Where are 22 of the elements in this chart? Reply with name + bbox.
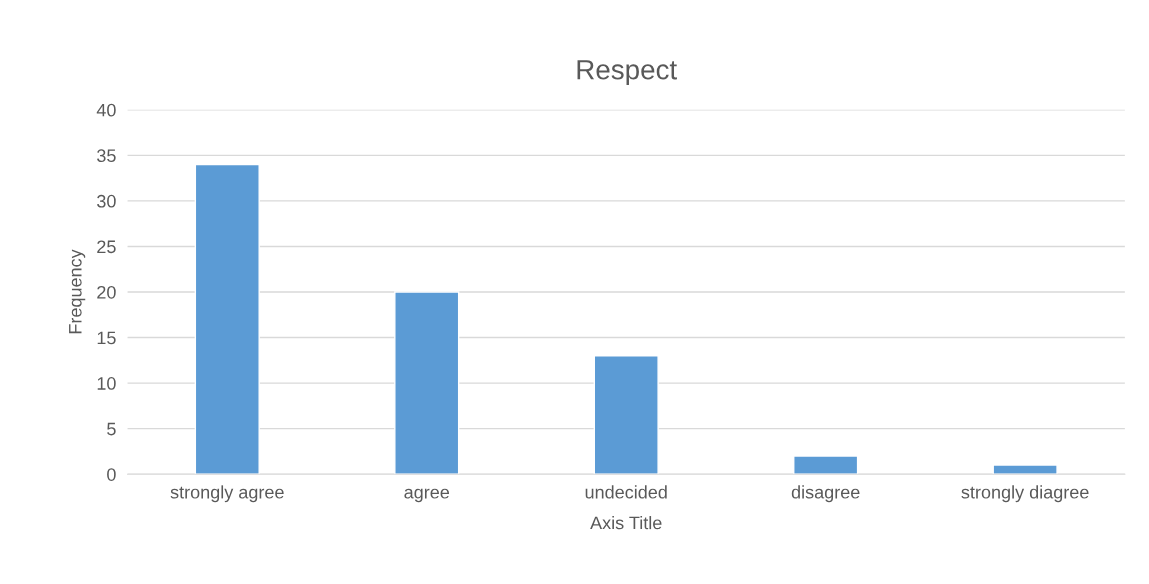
x-axis-title: Axis Title bbox=[590, 516, 662, 530]
chart-title: Respect bbox=[577, 60, 677, 85]
y-tick-label: 25 bbox=[97, 240, 116, 254]
y-tick-label: 35 bbox=[97, 149, 116, 163]
x-tick-label: disagree bbox=[791, 485, 860, 503]
bar bbox=[194, 163, 260, 475]
y-tick-label: 5 bbox=[107, 422, 116, 436]
y-tick-label: 0 bbox=[107, 468, 116, 481]
bar bbox=[593, 355, 659, 475]
y-tick-label: 10 bbox=[97, 377, 116, 390]
y-tick-label: 40 bbox=[96, 103, 116, 117]
bar bbox=[394, 291, 460, 475]
x-tick-label: strongly diagree bbox=[961, 485, 1089, 503]
y-axis-title: Frequency bbox=[69, 249, 86, 334]
x-tick-label: strongly agree bbox=[170, 485, 284, 503]
y-tick-label: 15 bbox=[97, 331, 116, 345]
x-tick-label: agree bbox=[404, 488, 450, 503]
bar bbox=[793, 455, 859, 475]
x-tick-label: undecided bbox=[585, 485, 667, 499]
y-tick-label: 30 bbox=[97, 194, 116, 208]
bar bbox=[992, 464, 1058, 475]
y-tick-label: 20 bbox=[97, 285, 116, 299]
